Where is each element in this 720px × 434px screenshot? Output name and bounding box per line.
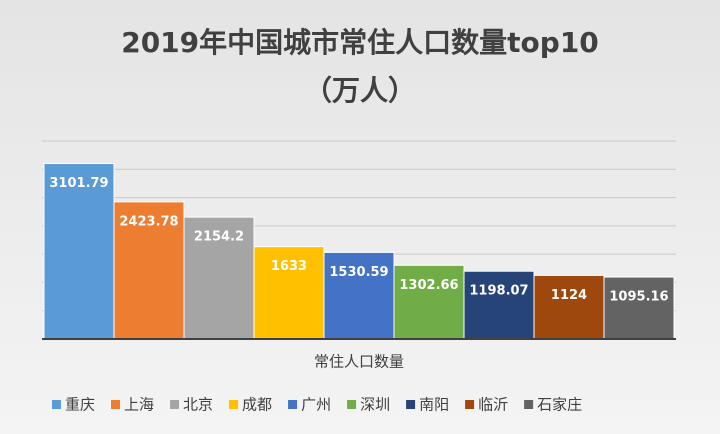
legend-label: 石家庄 xyxy=(537,396,582,414)
x-axis-label: 常住人口数量 xyxy=(314,353,404,371)
legend-swatch xyxy=(347,400,357,409)
chart-title: 2019年中国城市常住人口数量top10 xyxy=(121,26,599,59)
bar xyxy=(43,163,115,340)
data-label: 2423.78 xyxy=(119,214,178,229)
data-label: 1124 xyxy=(551,288,587,303)
legend-swatch xyxy=(406,400,416,409)
bar xyxy=(113,201,185,340)
legend-swatch xyxy=(170,400,180,409)
data-label: 1095.16 xyxy=(609,290,668,305)
data-label: 1633 xyxy=(271,259,307,274)
legend-label: 南阳 xyxy=(419,396,449,414)
legend-label: 重庆 xyxy=(65,396,95,414)
legend-label: 上海 xyxy=(124,396,154,414)
bar xyxy=(603,276,675,340)
legend-swatch xyxy=(288,400,298,409)
chart-subtitle: （万人） xyxy=(304,74,416,107)
bar xyxy=(533,274,605,340)
bar xyxy=(183,216,255,340)
legend-swatch xyxy=(229,400,239,409)
legend-label: 北京 xyxy=(183,396,213,414)
bar xyxy=(393,264,465,340)
legend-label: 深圳 xyxy=(360,396,390,414)
legend-label: 广州 xyxy=(301,396,331,414)
data-label: 1198.07 xyxy=(469,284,528,299)
data-label: 1530.59 xyxy=(329,265,388,280)
legend-swatch xyxy=(524,400,534,409)
legend-swatch xyxy=(52,400,61,409)
bar xyxy=(323,251,395,340)
legend-label: 成都 xyxy=(242,396,272,414)
data-label: 1302.66 xyxy=(399,278,458,293)
data-label: 2154.2 xyxy=(194,230,244,245)
data-label: 3101.79 xyxy=(49,176,108,191)
bar xyxy=(253,246,325,340)
legend-swatch xyxy=(111,400,121,409)
bar xyxy=(463,270,535,340)
legend-swatch xyxy=(465,400,475,409)
legend-label: 临沂 xyxy=(478,396,508,414)
